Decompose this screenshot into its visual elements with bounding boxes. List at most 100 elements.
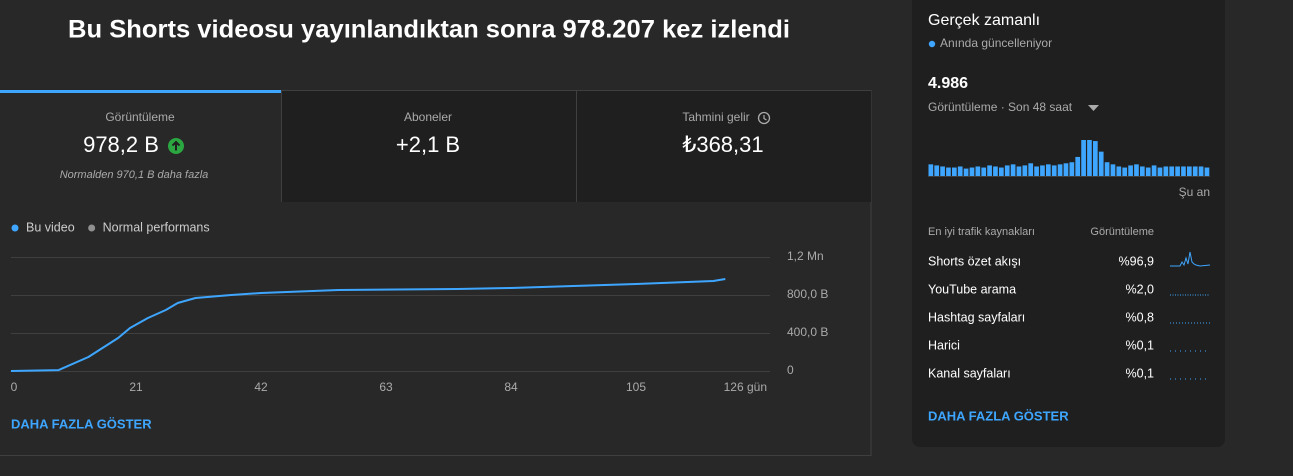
tab-subscribers[interactable]: Aboneler +2,1 B [396,110,460,157]
bar [1010,164,1016,176]
bar [1169,166,1175,176]
bar [1075,156,1081,176]
bar [1081,140,1086,176]
metric-value: +2,1 B [396,132,460,157]
bar [1116,166,1122,176]
legend-swatch [11,224,19,232]
traffic-source: Harici [928,338,960,352]
up-arrow [171,140,181,151]
table-header: Görüntüleme [1090,226,1154,238]
bar [1181,166,1186,176]
bar [1022,165,1028,176]
clock-hands [763,115,767,121]
bar [1016,166,1022,176]
sparkline [1170,251,1211,267]
metric-label: Aboneler [404,110,452,124]
traffic-share: %0,1 [1126,338,1155,352]
bar [1057,164,1063,176]
bar [1028,163,1034,176]
traffic-source: YouTube arama [928,282,1016,296]
bar [1151,165,1157,176]
bar [934,165,940,176]
traffic-source: Hashtag sayfaları [928,310,1025,324]
realtime-title: Gerçek zamanlı [928,12,1040,29]
bar [957,166,963,176]
line-chart: Bu video Normal performans 0 400,0 B 800,0 B… [10,220,828,394]
bar [1004,165,1010,176]
legend-label: Bu video [26,220,75,234]
metric-note: Normalden 970,1 B daha fazla [60,169,209,181]
realtime-card [912,0,1225,447]
bar [928,164,934,176]
bar [1063,163,1069,176]
bar [1198,166,1204,176]
tab-views[interactable]: Görüntüleme 978,2 B Normalden 970,1 B da… [60,110,209,181]
bar [999,167,1004,176]
dropdown-arrow [1088,105,1099,111]
x-tick-label: 84 [504,380,518,394]
main-card [0,90,872,456]
bar [952,167,957,176]
bar [975,166,981,176]
bar [1204,167,1210,176]
period-dropdown[interactable]: Görüntüleme · Son 48 saat [928,100,1099,114]
bar [987,165,992,176]
clock-icon [757,111,771,125]
realtime-total: 4.986 [928,75,968,92]
bar [1134,164,1139,176]
bar [1087,140,1092,176]
y-tick-label: 0 [787,363,794,377]
bar [1034,166,1039,176]
legend-label: Normal performans [103,220,210,234]
traffic-share: %2,0 [1126,282,1155,296]
x-tick-label: 0 [11,380,18,394]
bar [1098,151,1104,176]
bar [1040,165,1045,176]
x-tick-label: 126 gün [724,380,767,394]
metric-label: Görüntüleme [105,110,175,124]
realtime-period: Görüntüleme · Son 48 saat [928,100,1073,114]
traffic-share: %0,1 [1126,366,1155,380]
bar [1122,167,1128,176]
bar [1163,166,1169,176]
page-title: Bu Shorts videosu yayınlandıktan sonra 9… [68,16,790,44]
metric-value: ₺368,31 [682,132,763,157]
selected-tab-indicator [0,90,281,93]
metric-value: 978,2 B [83,132,159,157]
legend-swatch [88,224,96,232]
show-more-link[interactable]: DAHA FAZLA GÖSTER [928,408,1069,423]
y-tick-label: 800,0 B [787,287,828,301]
x-tick-label: 21 [129,380,143,394]
bar [1069,162,1075,176]
bar [1104,162,1110,176]
bar [1046,164,1051,176]
now-label: Şu an [1179,185,1210,199]
table-header: En iyi trafik kaynakları [928,226,1035,238]
realtime-status: Anında güncelleniyor [940,36,1052,50]
tab-revenue[interactable]: Tahmini gelir ₺368,31 [682,110,771,157]
metric-label: Tahmini gelir [682,110,749,124]
bar [1157,167,1163,176]
realtime-bar-chart [928,140,1210,177]
traffic-share: %96,9 [1119,254,1154,268]
traffic-source: Kanal sayfaları [928,366,1011,380]
bar [940,166,945,176]
traffic-share: %0,8 [1126,310,1155,324]
bar [981,167,987,176]
bar [1051,165,1057,176]
bar [993,166,998,176]
bar [1128,165,1133,176]
bar [1140,166,1145,176]
data-line [10,278,726,372]
y-tick-label: 1,2 Mn [787,249,824,263]
y-tick-label: 400,0 B [787,325,828,339]
bar [1110,164,1116,176]
show-more-link[interactable]: DAHA FAZLA GÖSTER [11,416,152,431]
traffic-source: Shorts özet akışı [928,254,1021,268]
x-tick-label: 63 [379,380,393,394]
bar [1145,167,1151,176]
x-tick-label: 105 [626,380,646,394]
